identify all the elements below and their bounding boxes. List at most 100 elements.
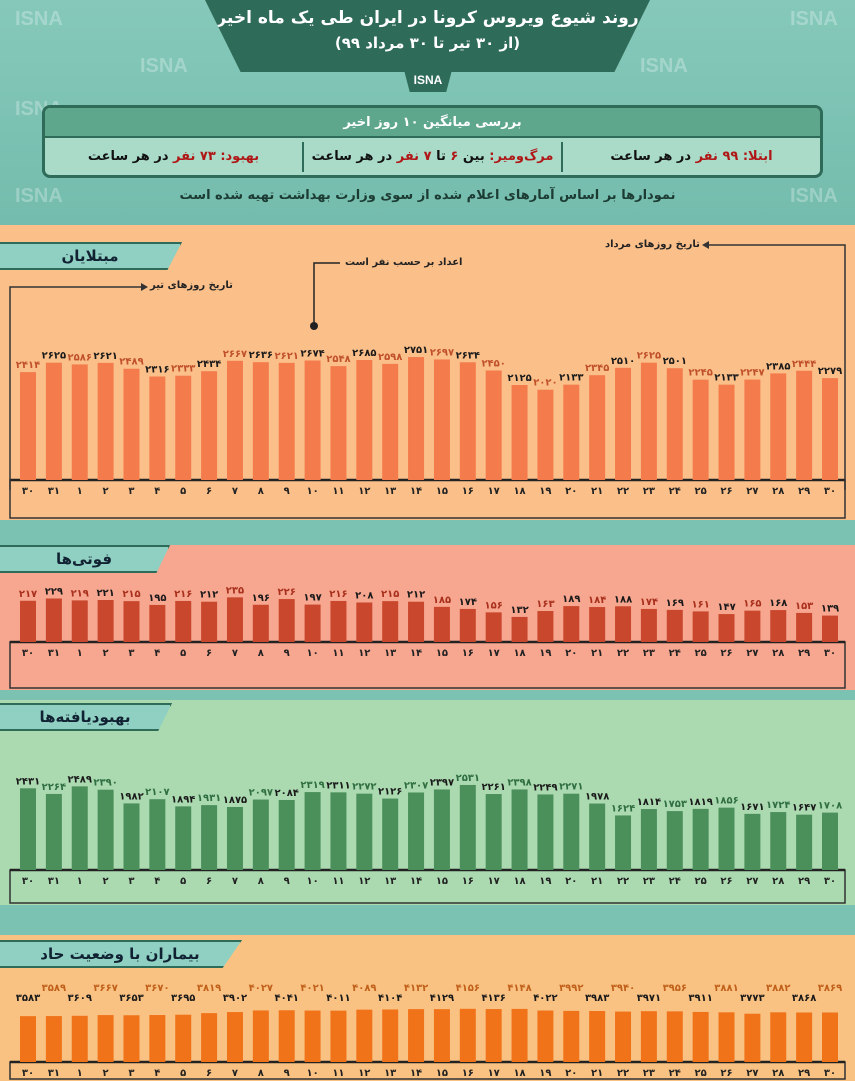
data-label: ۲۶۳۴ (456, 350, 480, 361)
x-tick-label: ۳۰ (824, 876, 836, 887)
data-label: ۱۸۱۴ (637, 797, 661, 808)
data-label: ۱۹۵ (148, 593, 166, 604)
x-tick-label: ۲ (103, 1068, 109, 1079)
data-label: ۳۶۰۹ (68, 993, 92, 1004)
data-label: ۳۷۷۳ (740, 993, 764, 1004)
x-tick-label: ۶ (206, 1068, 212, 1079)
bar (278, 799, 295, 870)
bar (433, 1009, 450, 1062)
data-label: ۲۵۹۸ (378, 352, 402, 363)
chart-title: فوتی‌ها (0, 545, 170, 573)
x-tick-label: ۲ (103, 486, 109, 497)
bar (97, 362, 114, 480)
x-tick-label: ۱۴ (410, 486, 422, 497)
death-max: ۷ نفر (396, 148, 432, 164)
data-label: ۱۹۷ (303, 593, 321, 604)
bar (589, 803, 606, 870)
x-tick-label: ۱۵ (436, 876, 448, 887)
bar (149, 376, 166, 480)
x-tick-label: ۱۵ (436, 1068, 448, 1079)
data-label: ۲۱۵ (381, 589, 399, 600)
bar (123, 803, 140, 870)
x-tick-label: ۲ (103, 876, 109, 887)
x-tick-label: ۱۹ (539, 1068, 551, 1079)
bar (278, 599, 295, 642)
data-label: ۲۲۶۱ (481, 782, 505, 793)
data-label: ۴۱۲۹ (430, 993, 454, 1004)
data-label: ۱۳۹ (821, 604, 839, 615)
data-label: ۲۶۲۵ (637, 351, 661, 362)
data-label: ۳۸۶۸ (792, 993, 816, 1004)
x-tick-label: ۲۹ (798, 876, 810, 887)
bar (408, 357, 425, 480)
data-label: ۱۸۸ (614, 594, 632, 605)
data-label: ۲۲۴۵ (688, 368, 712, 379)
x-tick-label: ۱۱ (332, 1068, 344, 1079)
bar (45, 793, 62, 870)
x-tick-label: ۱ (77, 648, 83, 659)
x-tick-label: ۳۱ (48, 648, 60, 659)
data-label: ۱۶۵ (743, 599, 761, 610)
x-tick-label: ۳ (128, 648, 134, 659)
x-tick-label: ۲۶ (720, 1068, 732, 1079)
bar (123, 1015, 140, 1062)
bar (45, 598, 62, 642)
data-label: ۲۴۸۹ (68, 774, 92, 785)
x-tick-label: ۱۴ (410, 1068, 422, 1079)
summary-heading: بررسی میانگین ۱۰ روز اخیر (45, 108, 820, 138)
data-label: ۳۸۶۹ (818, 983, 842, 994)
chart-infected: ۲۴۱۴ ۳۰ ۲۶۲۵ ۳۱ ۲۵۸۶ ۱ ۲۶۲۱ ۲ ۲۴۸۹ ۳ ۲۳۱۶ ۴ ۲۳۳۳ ۵ ۲۴۳… (0, 225, 855, 520)
x-tick-label: ۲۸ (772, 1068, 784, 1079)
chart-critical: ۳۵۸۳ ۳۰ ۳۵۸۹ ۳۱ ۳۶۰۹ ۱ ۳۶۶۷ ۲ ۳۶۵۳ ۳ ۳۶۷۰ ۴ ۳۶۹۵ ۵ ۳۸۱… (0, 935, 855, 1081)
data-label: ۴۱۴۸ (507, 983, 531, 994)
x-tick-label: ۳۰ (824, 648, 836, 659)
bar (226, 597, 243, 642)
data-label: ۲۰۸ (355, 590, 373, 601)
data-label: ۱۴۷ (717, 602, 735, 613)
data-label: ۲۵۱۰ (611, 356, 635, 367)
bar (433, 606, 450, 642)
x-tick-label: ۱۴ (410, 876, 422, 887)
x-tick-label: ۲۵ (695, 876, 707, 887)
bar (304, 792, 321, 870)
bar (356, 1009, 373, 1062)
footnote: نمودارها بر اساس آمارهای اعلام شده از سو… (179, 188, 676, 203)
bar (226, 807, 243, 870)
bar (744, 813, 761, 870)
data-label: ۲۱۲۵ (507, 373, 531, 384)
x-tick-label: ۱ (77, 876, 83, 887)
bar (201, 371, 218, 480)
bar (71, 364, 88, 480)
x-tick-label: ۲۶ (720, 486, 732, 497)
x-tick-label: ۱۵ (436, 486, 448, 497)
bar (822, 378, 838, 480)
data-label: ۲۲۷۲ (352, 782, 376, 793)
data-label: ۱۸۵ (433, 595, 451, 606)
data-label: ۱۶۷۱ (740, 802, 764, 813)
data-label: ۲۶۲۱ (274, 351, 298, 362)
data-label: ۴۰۸۹ (352, 983, 376, 994)
bar (718, 384, 735, 480)
data-label: ۲۶۸۵ (352, 348, 376, 359)
data-label: ۲۳۵ (226, 585, 244, 596)
x-tick-label: ۱۰ (306, 648, 318, 659)
x-tick-label: ۳ (128, 486, 134, 497)
data-label: ۱۶۳ (536, 599, 554, 610)
x-tick-label: ۱۷ (488, 1068, 500, 1079)
bar (485, 370, 502, 480)
data-label: ۲۳۹۸ (507, 777, 531, 788)
tir-bracket-line (9, 286, 145, 490)
x-tick-label: ۶ (206, 486, 212, 497)
x-tick-label: ۲۶ (720, 876, 732, 887)
chart-infected-svg: ۲۴۱۴۳۰۲۶۲۵۳۱۲۵۸۶۱۲۶۲۱۲۲۴۸۹۳۲۳۱۶۴۲۳۳۳۵۲۴۳… (9, 241, 846, 519)
bar (589, 375, 606, 480)
bar (356, 359, 373, 480)
arrow-icon (141, 283, 148, 291)
bar (485, 1009, 502, 1062)
bar (692, 379, 709, 480)
bar (149, 1015, 166, 1062)
x-tick-label: ۲۰ (565, 486, 577, 497)
x-tick-label: ۲۵ (695, 1068, 707, 1079)
data-label: ۳۸۱۹ (197, 983, 221, 994)
data-label: ۲۰۹۷ (249, 788, 273, 799)
